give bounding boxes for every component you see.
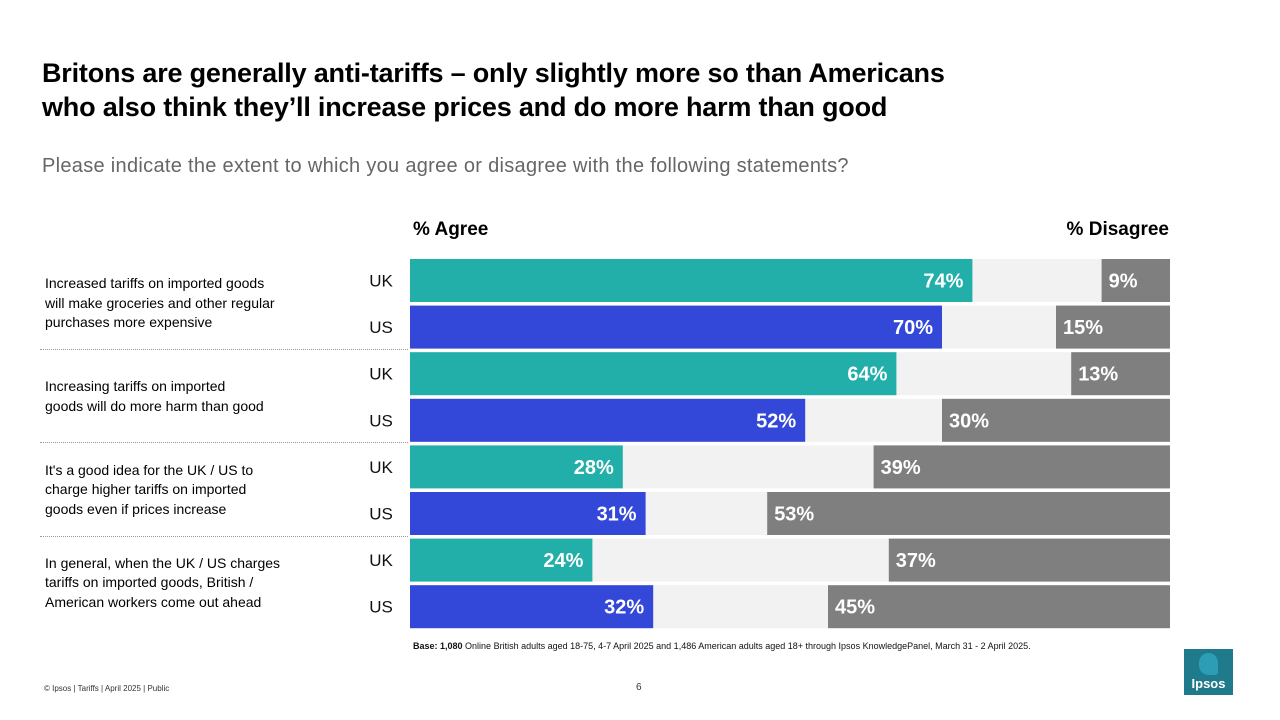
uk-agree-bar bbox=[410, 445, 623, 489]
country-label: US bbox=[369, 598, 393, 617]
question-label-line: purchases more expensive bbox=[45, 314, 213, 331]
question-label-line: goods will do more harm than good bbox=[45, 397, 264, 414]
question-label-line: Increased tariffs on imported goods bbox=[45, 275, 265, 292]
us-agree-bar bbox=[410, 398, 806, 442]
footer-text: © Ipsos | Tariffs | April 2025 | Public bbox=[44, 684, 170, 693]
question-label-line: Increasing tariffs on imported bbox=[45, 378, 226, 395]
question-label-line: tariffs on imported goods, British / bbox=[45, 574, 254, 591]
disagree-bar bbox=[942, 398, 1170, 442]
question-label-line: American workers come out ahead bbox=[45, 593, 262, 610]
disagree-value-label: 30% bbox=[949, 410, 989, 432]
disagree-bar bbox=[1101, 259, 1170, 302]
disagree-column-header: % Disagree bbox=[1066, 219, 1169, 240]
disagree-value-label: 45% bbox=[835, 597, 875, 619]
logo-text: Ipsos bbox=[1191, 676, 1226, 691]
disagree-value-label: 39% bbox=[881, 457, 921, 479]
disagree-bar bbox=[873, 445, 1170, 489]
agree-value-label: 64% bbox=[847, 364, 887, 386]
disagree-value-label: 15% bbox=[1063, 317, 1103, 339]
country-label: US bbox=[369, 505, 393, 524]
question-label-2: Increasing tariffs on imported goods will… bbox=[45, 377, 315, 416]
group-divider bbox=[40, 349, 408, 351]
uk-agree-bar bbox=[410, 259, 973, 302]
agree-value-label: 24% bbox=[543, 550, 583, 572]
slide-title: Britons are generally anti-tariffs – onl… bbox=[42, 56, 1142, 124]
logo-mark-icon bbox=[1199, 653, 1218, 675]
question-label-1: Increased tariffs on imported goods will … bbox=[45, 274, 315, 333]
question-label-4: In general, when the UK / US charges tari… bbox=[45, 554, 315, 613]
us-agree-bar bbox=[410, 585, 654, 629]
agree-value-label: 31% bbox=[597, 504, 637, 526]
question-label-line: It's a good idea for the UK / US to bbox=[45, 461, 254, 478]
question-label-line: In general, when the UK / US charges bbox=[45, 554, 281, 571]
uk-agree-bar bbox=[410, 538, 593, 582]
question-label-line: will make groceries and other regular bbox=[45, 294, 275, 311]
agree-value-label: 70% bbox=[893, 317, 933, 339]
title-line-2: who also think they’ll increase prices a… bbox=[42, 92, 888, 122]
disagree-value-label: 37% bbox=[896, 550, 936, 572]
question-label-3: It's a good idea for the UK / US to charg… bbox=[45, 461, 315, 520]
country-label: UK bbox=[369, 551, 393, 570]
country-label: UK bbox=[369, 272, 393, 291]
country-label: US bbox=[369, 318, 393, 337]
disagree-bar bbox=[1071, 352, 1170, 396]
question-label-line: goods even if prices increase bbox=[45, 500, 227, 517]
agree-value-label: 74% bbox=[923, 271, 963, 293]
country-label: UK bbox=[369, 365, 393, 384]
group-divider bbox=[40, 535, 408, 537]
title-line-1: Britons are generally anti-tariffs – onl… bbox=[42, 58, 945, 88]
base-note: Base: 1,080 Online British adults aged 1… bbox=[413, 641, 1031, 651]
uk-agree-bar bbox=[410, 352, 897, 396]
disagree-bar bbox=[1056, 305, 1170, 349]
ipsos-logo: Ipsos bbox=[1184, 649, 1233, 695]
page-number: 6 bbox=[636, 682, 642, 693]
us-agree-bar bbox=[410, 305, 942, 349]
question-subtitle: Please indicate the extent to which you … bbox=[42, 155, 849, 177]
disagree-value-label: 53% bbox=[774, 504, 814, 526]
question-label-line: charge higher tariffs on imported bbox=[45, 481, 247, 498]
disagree-bar bbox=[828, 585, 1170, 629]
disagree-bar bbox=[888, 538, 1170, 582]
country-label: UK bbox=[369, 458, 393, 477]
base-note-bold: Base: 1,080 bbox=[413, 641, 463, 651]
agree-column-header: % Agree bbox=[413, 219, 489, 240]
agree-value-label: 32% bbox=[604, 597, 644, 619]
agree-value-label: 52% bbox=[756, 410, 796, 432]
disagree-bar bbox=[767, 492, 1170, 535]
base-note-text: Online British adults aged 18-75, 4-7 Ap… bbox=[462, 641, 1031, 651]
country-label: US bbox=[369, 411, 393, 430]
disagree-value-label: 9% bbox=[1109, 271, 1138, 293]
agree-value-label: 28% bbox=[574, 457, 614, 479]
us-agree-bar bbox=[410, 492, 646, 535]
group-divider bbox=[40, 442, 408, 444]
disagree-value-label: 13% bbox=[1078, 364, 1118, 386]
